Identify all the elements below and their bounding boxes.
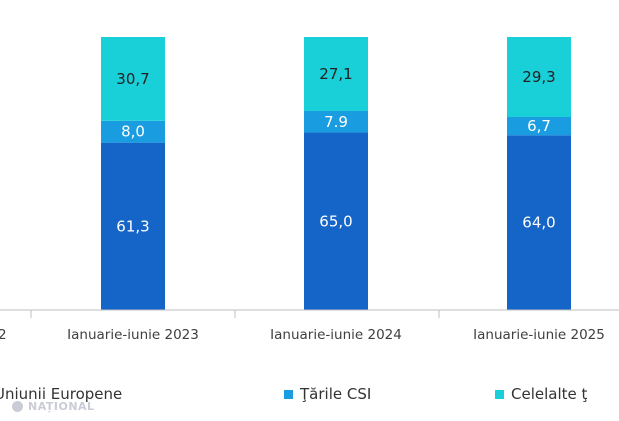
bar-segment-1-2 (101, 37, 165, 121)
bar-segment-2-1 (304, 110, 368, 133)
legend-item-other: Celelalte ţ (495, 385, 587, 403)
category-label-2: Ianuarie-iunie 2024 (270, 327, 402, 343)
data-label-2-2: 27,1 (319, 65, 352, 83)
category-label-0: 22 (0, 327, 7, 343)
data-label-3-0: 64,0 (522, 214, 555, 232)
legend-swatch-cis (284, 389, 293, 399)
bar-segment-3-2 (507, 37, 571, 117)
bar-segment-2-0 (304, 132, 368, 310)
data-label-1-2: 30,7 (116, 70, 149, 88)
watermark-logo: NAȚIONAL (12, 400, 95, 413)
axis-layer: 22 Ianuarie-iunie 2023 Ianuarie-iunie 2024… (0, 309, 619, 343)
category-label-1: Ianuarie-iunie 2023 (67, 327, 199, 343)
legend-swatch-other (495, 389, 504, 399)
bar-segment-2-2 (304, 37, 368, 111)
legend-label-cis: Ţările CSI (300, 385, 372, 403)
bar-segment-3-1 (507, 116, 571, 136)
bars-layer: 61,3 8,0 30,7 65,0 7.9 27,1 64,0 6,7 29,3 (101, 37, 571, 310)
legend-label-eu: Uniunii Europene (0, 385, 123, 403)
data-label-3-2: 29,3 (522, 68, 555, 86)
bar-segment-3-0 (507, 135, 571, 310)
data-label-2-1: 7.9 (324, 113, 348, 131)
legend: Uniunii Europene Ţările CSI Celelalte ţ (0, 385, 619, 409)
data-label-2-0: 65,0 (319, 212, 352, 230)
data-label-1-1: 8,0 (121, 123, 145, 141)
legend-item-eu: Uniunii Europene (0, 385, 122, 403)
bar-segment-1-1 (101, 120, 165, 143)
category-label-3: Ianuarie-iunie 2025 (473, 327, 605, 343)
legend-label-other: Celelalte ţ (511, 385, 588, 403)
legend-item-cis: Ţările CSI (284, 385, 371, 403)
data-label-1-0: 61,3 (116, 217, 149, 235)
watermark-icon (12, 401, 23, 412)
bar-segment-1-0 (101, 142, 165, 310)
data-label-3-1: 6,7 (527, 117, 551, 135)
watermark-text: NAȚIONAL (28, 400, 95, 413)
